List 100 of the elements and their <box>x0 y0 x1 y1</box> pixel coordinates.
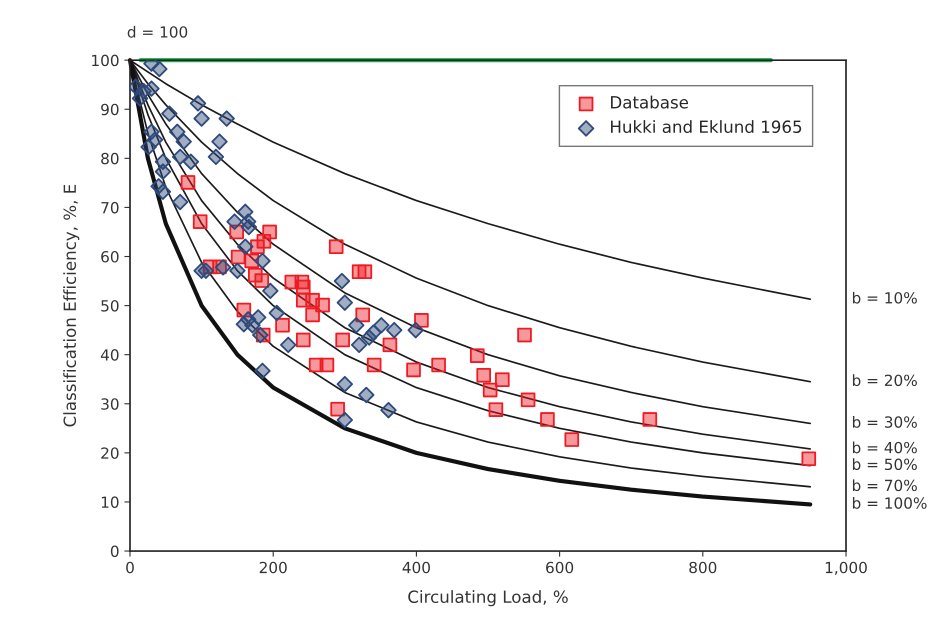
text: b = 10% <box>852 292 917 304</box>
point <box>176 133 192 150</box>
point <box>408 322 424 338</box>
text: b = 100% <box>852 497 927 509</box>
point <box>268 304 285 322</box>
text: b = 70% <box>852 479 917 492</box>
point <box>296 280 311 294</box>
point <box>182 154 200 170</box>
point <box>280 336 296 354</box>
point <box>226 213 243 230</box>
point <box>154 184 172 200</box>
point <box>140 138 157 156</box>
x-tick-label: 600 <box>546 562 574 574</box>
text: b = 50% <box>852 458 917 470</box>
text: b = 20% <box>852 374 917 386</box>
point <box>214 259 232 276</box>
point <box>198 262 214 279</box>
point <box>431 358 446 372</box>
y-tick-label: 60 <box>101 250 119 263</box>
y-tick-label: 20 <box>101 447 119 459</box>
point <box>320 358 334 372</box>
point <box>386 322 402 338</box>
y-axis-title: Classification Efficiency, %, E <box>63 184 80 426</box>
point <box>237 238 254 255</box>
point <box>406 362 421 378</box>
point <box>244 317 261 334</box>
point <box>470 348 485 363</box>
point <box>495 372 510 388</box>
text: b = 30% <box>852 416 917 428</box>
legend-label: Database <box>611 96 688 109</box>
point <box>373 317 390 334</box>
point <box>335 332 350 348</box>
point <box>488 402 504 417</box>
point <box>382 338 398 352</box>
point <box>262 282 279 300</box>
point <box>476 368 492 383</box>
x-tick-label: 200 <box>260 562 287 574</box>
point <box>330 402 345 416</box>
y-tick-label: 40 <box>100 349 119 361</box>
point <box>366 358 382 372</box>
y-tick-label: 90 <box>101 104 119 116</box>
point <box>380 402 397 418</box>
point <box>151 60 168 78</box>
point <box>334 272 350 290</box>
point <box>180 175 196 190</box>
point <box>801 451 816 466</box>
point <box>564 432 580 447</box>
point <box>328 239 344 254</box>
x-tick-label: 800 <box>689 562 716 574</box>
point <box>348 317 364 334</box>
x-axis-title: Circulating Load, % <box>408 590 568 606</box>
point <box>296 332 311 348</box>
point <box>240 218 258 236</box>
x-tick-label: 400 <box>402 562 430 574</box>
point <box>192 214 208 229</box>
y-tick-label: 0 <box>110 546 119 558</box>
point <box>520 392 536 408</box>
annotation: d = 100 <box>128 26 188 38</box>
point <box>218 110 235 127</box>
point <box>250 239 265 254</box>
point <box>161 105 178 122</box>
point <box>193 110 210 127</box>
point <box>517 328 532 342</box>
point <box>172 148 188 166</box>
point <box>208 148 224 166</box>
point <box>350 336 368 354</box>
point <box>336 294 353 311</box>
legend-label: Hukki and Eklund 1965 <box>611 120 802 134</box>
point <box>143 80 160 97</box>
point <box>172 194 188 210</box>
point <box>229 262 246 279</box>
point <box>482 382 498 398</box>
point <box>540 412 555 427</box>
y-tick-label: 10 <box>102 496 119 508</box>
point <box>169 124 186 140</box>
point <box>365 324 382 341</box>
x-tick-label: 1,000 <box>826 562 867 575</box>
point <box>358 264 372 280</box>
point <box>358 386 374 404</box>
point <box>254 252 271 270</box>
point <box>190 95 206 112</box>
point <box>336 376 353 392</box>
text: b = 40% <box>852 442 917 454</box>
y-tick-label: 30 <box>101 398 119 410</box>
point <box>254 273 270 288</box>
x-tick-label: 0 <box>126 562 134 574</box>
y-tick-label: 80 <box>101 152 119 164</box>
point <box>642 412 658 427</box>
y-tick-label: 50 <box>101 300 119 312</box>
point <box>211 133 228 150</box>
point <box>252 326 269 344</box>
point <box>305 308 320 322</box>
point <box>355 308 370 322</box>
point <box>154 163 172 180</box>
point <box>254 362 271 380</box>
point <box>275 318 290 333</box>
point <box>132 90 148 107</box>
y-tick-label: 70 <box>101 202 119 214</box>
y-tick-label: 100 <box>92 54 119 66</box>
point <box>336 412 353 428</box>
